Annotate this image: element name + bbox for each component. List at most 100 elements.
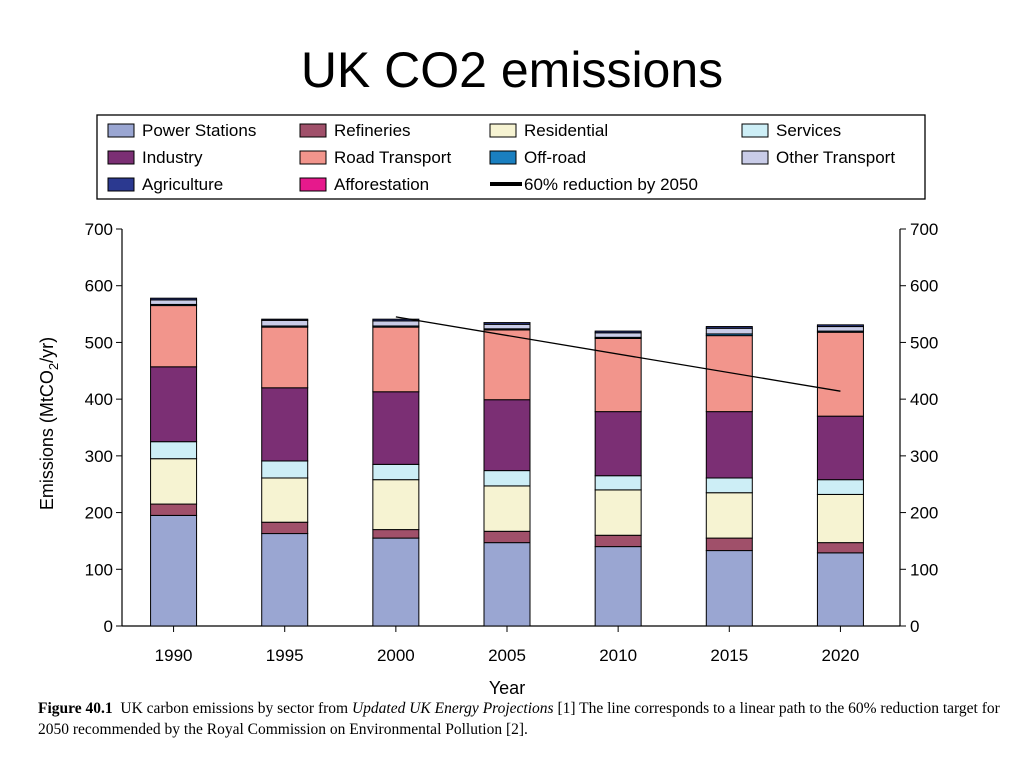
bar-segment	[372, 529, 420, 539]
bar-segment	[483, 542, 531, 627]
bar-segment	[150, 299, 198, 305]
bar-segment	[150, 514, 198, 627]
legend-label: Agriculture	[142, 175, 223, 194]
legend-item: Road Transport	[299, 148, 451, 167]
legend-swatch	[299, 123, 327, 138]
bar-segment	[372, 320, 420, 327]
bar-segment	[816, 552, 864, 627]
y-tick-label-right: 700	[910, 220, 938, 239]
bar-segment	[261, 326, 309, 389]
legend-label: 60% reduction by 2050	[524, 175, 698, 194]
bar-segment	[594, 546, 642, 627]
legend-item: Refineries	[299, 121, 411, 140]
bar-segment	[594, 534, 642, 548]
bar-segment	[705, 326, 753, 329]
y-axis-label-part: /yr)	[37, 337, 57, 363]
bar-segment	[261, 319, 309, 327]
legend-label: Road Transport	[334, 148, 451, 167]
bar-segment	[594, 489, 642, 536]
legend-item: Services	[741, 121, 841, 140]
y-tick-label-left: 100	[85, 560, 113, 579]
bar-segment	[816, 479, 864, 495]
bar-segment	[483, 470, 531, 487]
y-tick-label-right: 400	[910, 390, 938, 409]
bar-segment	[372, 537, 420, 627]
y-tick-label-left: 500	[85, 333, 113, 352]
legend-item: Other Transport	[741, 148, 895, 167]
bar-stacks	[150, 297, 864, 627]
legend-item: Agriculture	[107, 175, 223, 194]
legend-item: 60% reduction by 2050	[490, 175, 698, 194]
bar-segment	[483, 323, 531, 330]
bar-segment	[261, 533, 309, 627]
y-tick-label-left: 400	[85, 390, 113, 409]
bar-segment	[372, 391, 420, 465]
legend-label: Refineries	[334, 121, 411, 140]
bar-segment	[261, 387, 309, 462]
bar-segment	[261, 477, 309, 523]
caption-text-before: UK carbon emissions by sector from	[120, 700, 352, 717]
y-tick-label-left: 200	[85, 504, 113, 523]
legend-swatch	[741, 150, 769, 165]
bar-segment	[372, 463, 420, 481]
x-tick-label: 1990	[155, 646, 193, 665]
bar-stack	[372, 318, 420, 627]
bar-segment	[483, 322, 531, 325]
caption-text-after: [1] The line corresponds to a linear pat…	[38, 700, 1000, 738]
legend-swatch	[741, 123, 769, 138]
legend-item: Power Stations	[107, 121, 256, 140]
x-axis-label: Year	[489, 678, 525, 698]
bar-segment	[705, 537, 753, 552]
legend-item: Off-road	[489, 148, 586, 167]
target-reduction-line	[395, 316, 841, 392]
x-tick-label: 2000	[377, 646, 415, 665]
bar-segment	[594, 332, 642, 338]
bar-stack	[705, 326, 753, 627]
legend-item: Residential	[489, 121, 608, 140]
y-axis-label: Emissions (MtCO2/yr)	[37, 337, 61, 510]
y-tick-label-right: 0	[910, 617, 919, 636]
bar-segment	[483, 399, 531, 472]
legend-label: Afforestation	[334, 175, 429, 194]
bar-segment	[483, 530, 531, 544]
y-tick-label-left: 0	[104, 617, 113, 636]
y-tick-label-left: 700	[85, 220, 113, 239]
bar-segment	[594, 475, 642, 491]
bar-segment	[705, 477, 753, 494]
bar-segment	[150, 305, 198, 368]
bar-segment	[594, 411, 642, 477]
y-tick-label-right: 600	[910, 277, 938, 296]
y-tick-label-right: 500	[910, 333, 938, 352]
caption-source-title: Updated UK Energy Projections	[351, 700, 554, 717]
legend-label: Other Transport	[776, 148, 895, 167]
legend-swatch	[107, 123, 135, 138]
legend-label: Power Stations	[142, 121, 256, 140]
legend-swatch	[299, 150, 327, 165]
bar-segment	[705, 411, 753, 479]
legend-line-swatch	[490, 182, 522, 186]
bar-segment	[261, 521, 309, 535]
bar-segment	[483, 485, 531, 532]
bar-stack	[261, 318, 309, 627]
bar-segment	[705, 492, 753, 539]
bar-segment	[705, 327, 753, 335]
bar-stack	[816, 324, 864, 627]
bar-segment	[816, 324, 864, 328]
bar-stack	[594, 330, 642, 627]
bar-segment	[150, 297, 198, 301]
y-tick-label-left: 300	[85, 447, 113, 466]
x-tick-label: 1995	[266, 646, 304, 665]
y-tick-label-right: 200	[910, 504, 938, 523]
bar-segment	[372, 318, 420, 322]
legend-item: Afforestation	[299, 175, 429, 194]
chart-legend: Power Stations Refineries Residential Servi…	[96, 114, 926, 200]
legend-swatch	[489, 123, 517, 138]
bar-segment	[372, 326, 420, 393]
stacked-bar-chart: Power Stations Refineries Residential Servi…	[37, 114, 938, 698]
y-axis-label-subscript: 2	[46, 363, 61, 370]
figure-label: Figure 40.1	[38, 700, 113, 717]
legend-item: Industry	[107, 148, 203, 167]
bar-segment	[150, 441, 198, 460]
bar-segment	[816, 331, 864, 417]
bar-segment	[483, 329, 531, 401]
